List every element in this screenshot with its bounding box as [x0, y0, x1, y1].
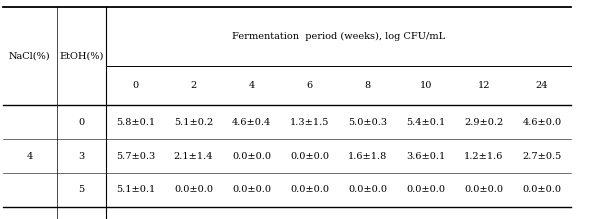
Text: 2: 2 [190, 81, 196, 90]
Text: 24: 24 [536, 81, 548, 90]
Text: 0.0±0.0: 0.0±0.0 [290, 185, 329, 194]
Text: 0.0±0.0: 0.0±0.0 [406, 185, 445, 194]
Text: 5.0±0.3: 5.0±0.3 [348, 118, 387, 127]
Text: 10: 10 [420, 81, 432, 90]
Text: 2.7±0.5: 2.7±0.5 [522, 152, 562, 161]
Text: 0.0±0.0: 0.0±0.0 [232, 152, 271, 161]
Text: 0.0±0.0: 0.0±0.0 [465, 185, 503, 194]
Text: 3: 3 [78, 152, 85, 161]
Text: 8: 8 [365, 81, 371, 90]
Text: 4: 4 [249, 81, 255, 90]
Text: 1.2±1.6: 1.2±1.6 [464, 152, 503, 161]
Text: 0.0±0.0: 0.0±0.0 [174, 185, 213, 194]
Text: 0.0±0.0: 0.0±0.0 [290, 152, 329, 161]
Text: 5.7±0.3: 5.7±0.3 [116, 152, 155, 161]
Text: 1.6±1.8: 1.6±1.8 [348, 152, 387, 161]
Text: 1.3±1.5: 1.3±1.5 [290, 118, 330, 127]
Text: 0.0±0.0: 0.0±0.0 [348, 185, 387, 194]
Text: 0.0±0.0: 0.0±0.0 [232, 185, 271, 194]
Text: 0: 0 [133, 81, 139, 90]
Text: 4: 4 [27, 152, 33, 161]
Text: NaCl(%): NaCl(%) [9, 51, 50, 60]
Text: 4.6±0.0: 4.6±0.0 [522, 118, 561, 127]
Text: 0.0±0.0: 0.0±0.0 [522, 185, 561, 194]
Text: EtOH(%): EtOH(%) [60, 51, 103, 60]
Text: 2.1±1.4: 2.1±1.4 [174, 152, 213, 161]
Text: 5.1±0.2: 5.1±0.2 [174, 118, 213, 127]
Text: 3.6±0.1: 3.6±0.1 [406, 152, 446, 161]
Text: 2.9±0.2: 2.9±0.2 [464, 118, 503, 127]
Text: 5.1±0.1: 5.1±0.1 [116, 185, 155, 194]
Text: 5.8±0.1: 5.8±0.1 [116, 118, 155, 127]
Text: 6: 6 [306, 81, 313, 90]
Text: 5: 5 [78, 185, 85, 194]
Text: 12: 12 [477, 81, 490, 90]
Text: 0: 0 [78, 118, 85, 127]
Text: 5.4±0.1: 5.4±0.1 [406, 118, 446, 127]
Text: Fermentation  period (weeks), log CFU/mL: Fermentation period (weeks), log CFU/mL [232, 32, 445, 41]
Text: 4.6±0.4: 4.6±0.4 [232, 118, 271, 127]
